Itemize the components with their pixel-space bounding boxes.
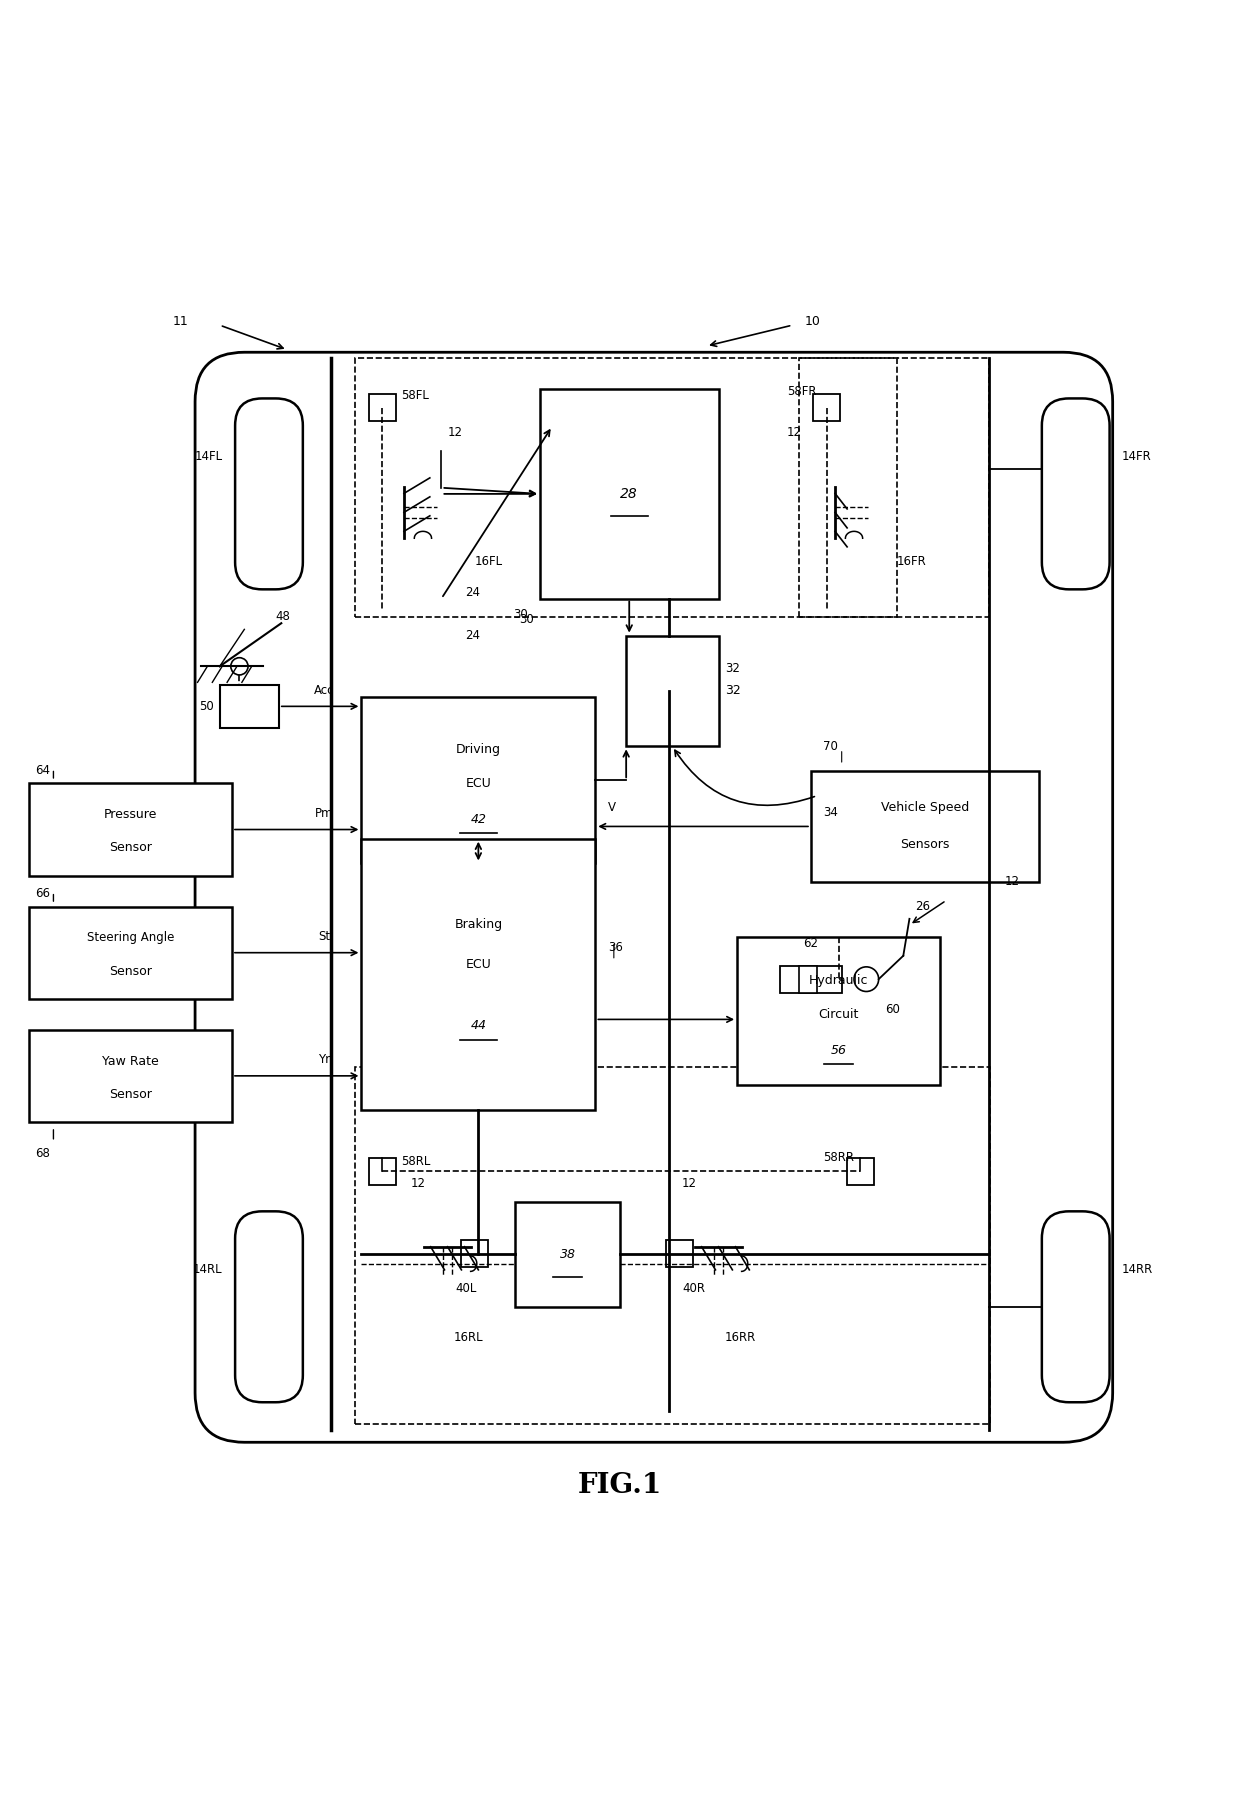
- Text: 14RL: 14RL: [193, 1264, 223, 1276]
- FancyBboxPatch shape: [236, 399, 303, 589]
- Text: 12: 12: [682, 1177, 697, 1189]
- Text: Driving: Driving: [456, 743, 501, 756]
- Text: 12: 12: [410, 1177, 425, 1189]
- Bar: [780, 966, 842, 994]
- Bar: [355, 359, 897, 616]
- Text: 30: 30: [520, 613, 533, 625]
- Text: 36: 36: [608, 941, 622, 954]
- Text: 58FR: 58FR: [787, 384, 817, 399]
- Text: 30: 30: [513, 609, 528, 622]
- Bar: [516, 1202, 620, 1307]
- Text: 40R: 40R: [682, 1282, 706, 1294]
- Bar: [799, 966, 817, 994]
- Text: 16FL: 16FL: [475, 555, 502, 567]
- Text: Steering Angle: Steering Angle: [87, 932, 174, 945]
- Text: 56: 56: [831, 1044, 847, 1057]
- Text: 42: 42: [470, 814, 486, 827]
- Text: 32: 32: [724, 685, 740, 698]
- Text: 58RL: 58RL: [401, 1155, 430, 1168]
- Text: Sensor: Sensor: [109, 841, 151, 854]
- Text: 14RR: 14RR: [1122, 1264, 1153, 1276]
- Text: 60: 60: [885, 1003, 900, 1015]
- Text: 32: 32: [724, 662, 739, 674]
- Text: 44: 44: [470, 1019, 486, 1032]
- Text: 26: 26: [915, 899, 930, 912]
- Text: 16RL: 16RL: [454, 1331, 484, 1345]
- Text: 12: 12: [1004, 876, 1019, 888]
- Bar: [813, 393, 841, 421]
- Text: Pm: Pm: [315, 807, 334, 819]
- Text: St: St: [319, 930, 331, 943]
- Text: 28: 28: [620, 488, 639, 500]
- Bar: [626, 636, 718, 747]
- Text: FIG.1: FIG.1: [578, 1472, 662, 1499]
- Text: 48: 48: [275, 611, 290, 624]
- Bar: [29, 1030, 232, 1122]
- FancyBboxPatch shape: [236, 1211, 303, 1401]
- Text: Pressure: Pressure: [104, 809, 157, 821]
- FancyBboxPatch shape: [1042, 399, 1110, 589]
- Text: ECU: ECU: [465, 778, 491, 790]
- Text: 50: 50: [198, 700, 213, 713]
- Text: Yr: Yr: [319, 1053, 331, 1066]
- Text: V: V: [608, 801, 616, 814]
- Text: 12: 12: [448, 426, 463, 439]
- FancyBboxPatch shape: [195, 352, 1112, 1443]
- Text: Sensor: Sensor: [109, 1088, 151, 1100]
- Text: Hydraulic: Hydraulic: [808, 974, 868, 986]
- Text: 34: 34: [823, 805, 838, 818]
- Bar: [29, 783, 232, 876]
- Text: 11: 11: [174, 315, 188, 328]
- Text: Yaw Rate: Yaw Rate: [102, 1055, 159, 1068]
- Text: 14FR: 14FR: [1122, 450, 1152, 464]
- Bar: [355, 1066, 990, 1423]
- Text: 68: 68: [35, 1146, 50, 1160]
- Bar: [219, 685, 279, 727]
- Bar: [368, 1159, 396, 1186]
- Bar: [361, 698, 595, 863]
- Text: 38: 38: [559, 1247, 575, 1262]
- Text: 66: 66: [35, 887, 50, 901]
- FancyBboxPatch shape: [1042, 1211, 1110, 1401]
- Text: Acc: Acc: [314, 684, 335, 696]
- Text: 40L: 40L: [455, 1282, 476, 1294]
- Text: 16FR: 16FR: [897, 555, 926, 567]
- Bar: [666, 1240, 693, 1267]
- Bar: [737, 937, 940, 1086]
- Text: 24: 24: [465, 586, 480, 598]
- Text: 10: 10: [805, 315, 821, 328]
- Bar: [368, 393, 396, 421]
- Bar: [461, 1240, 489, 1267]
- Bar: [539, 390, 718, 598]
- Text: 70: 70: [823, 740, 838, 752]
- Bar: [361, 839, 595, 1110]
- Bar: [799, 359, 990, 616]
- Text: 24: 24: [465, 629, 480, 642]
- Text: 64: 64: [35, 763, 50, 778]
- Text: ECU: ECU: [465, 957, 491, 972]
- Text: 12: 12: [786, 426, 801, 439]
- Text: Braking: Braking: [454, 919, 502, 932]
- Text: 14FL: 14FL: [195, 450, 223, 464]
- Bar: [29, 906, 232, 999]
- Bar: [847, 1159, 874, 1186]
- Text: 16RR: 16RR: [724, 1331, 756, 1345]
- Text: 58FL: 58FL: [401, 388, 429, 402]
- Text: Circuit: Circuit: [818, 1008, 859, 1021]
- Text: 58RR: 58RR: [823, 1151, 854, 1164]
- Text: Vehicle Speed: Vehicle Speed: [880, 801, 968, 814]
- Bar: [811, 771, 1039, 881]
- Text: Sensor: Sensor: [109, 965, 151, 977]
- Text: Sensors: Sensors: [900, 838, 950, 852]
- Text: 62: 62: [804, 937, 818, 950]
